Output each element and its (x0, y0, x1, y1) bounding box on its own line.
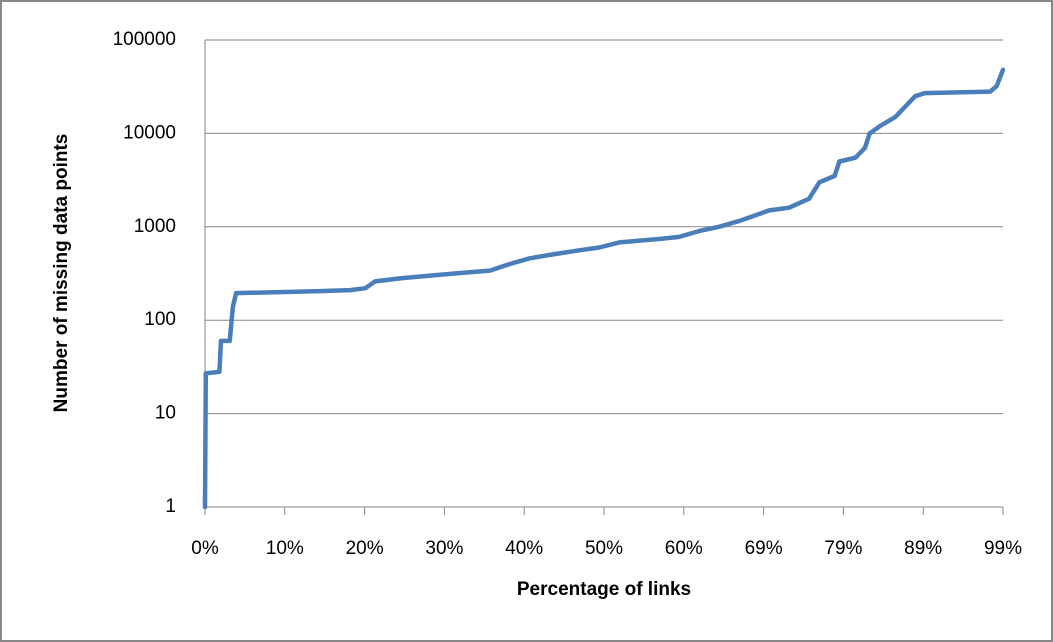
x-tick-label: 0% (191, 538, 219, 559)
x-tick-label: 60% (665, 538, 703, 559)
y-tick-label: 10000 (123, 122, 176, 143)
x-tick-label: 69% (745, 538, 783, 559)
x-tick-label: 50% (585, 538, 623, 559)
x-tick-label: 40% (505, 538, 543, 559)
x-tick-label: 20% (346, 538, 384, 559)
y-tick-label: 1 (165, 496, 176, 517)
y-tick-label: 100 (144, 309, 176, 330)
data-line (202, 67, 1006, 510)
x-axis-title: Percentage of links (517, 579, 691, 600)
x-tick-label: 79% (824, 538, 862, 559)
y-tick-label: 100000 (113, 29, 176, 50)
y-axis-title: Number of missing data points (51, 134, 72, 413)
y-tick-label: 10 (155, 403, 176, 424)
x-tick-label: 10% (266, 538, 304, 559)
y-tick-label: 1000 (134, 216, 176, 237)
x-tick-label: 30% (425, 538, 463, 559)
x-tick-label: 99% (984, 538, 1022, 559)
x-tick-label: 89% (904, 538, 942, 559)
